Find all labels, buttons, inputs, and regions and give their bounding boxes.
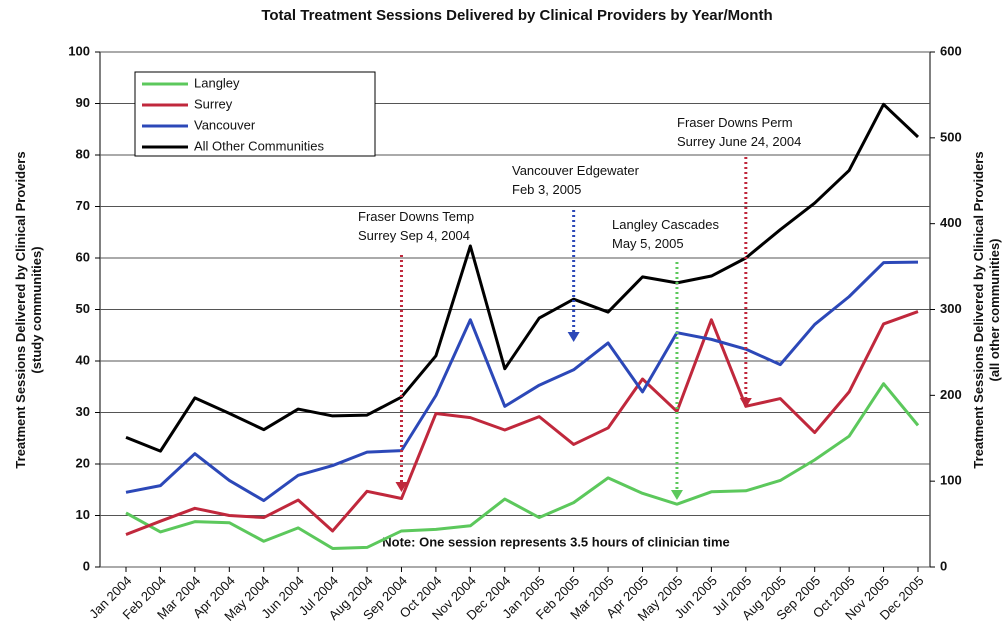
- y-tick-label: 40: [76, 352, 90, 367]
- y2-tick-label: 0: [940, 558, 947, 573]
- y-tick-label: 30: [76, 404, 90, 419]
- series-line: [125, 102, 920, 453]
- annotation-line: Surrey Sep 4, 2004: [358, 228, 470, 243]
- legend-label: Surrey: [194, 96, 233, 111]
- arrow-head: [670, 490, 683, 500]
- y-tick-label: 70: [76, 198, 90, 213]
- y-axis-label-line: (study communities): [29, 246, 44, 373]
- legend: [134, 71, 376, 157]
- y-axis-label: Treatment Sessions Delivered by Clinical…: [13, 151, 44, 468]
- y-axis-label-line: Treatment Sessions Delivered by Clinical…: [13, 151, 28, 468]
- note: Note: One session represents 3.5 hours o…: [382, 534, 730, 549]
- y-tick-label: 60: [76, 249, 90, 264]
- chart-title: Total Treatment Sessions Delivered by Cl…: [261, 7, 772, 24]
- y2-axis-label-line: Treatment Sessions Delivered by Clinical…: [971, 151, 986, 468]
- y-tick-label: 10: [76, 507, 90, 522]
- annotation-line: Surrey June 24, 2004: [677, 134, 801, 149]
- y2-tick-label: 500: [940, 129, 962, 144]
- y2-axis-label-line: (all other communities): [987, 238, 1002, 381]
- y-tick-label: 100: [68, 43, 90, 58]
- y-tick-label: 50: [76, 301, 90, 316]
- annotation: Vancouver Edgewater Feb 3, 2005: [512, 163, 640, 197]
- annotation-line: May 5, 2005: [612, 236, 684, 251]
- annotation-line: Feb 3, 2005: [512, 182, 581, 197]
- arrow-head: [739, 398, 752, 408]
- y2-axis-label: Treatment Sessions Delivered by Clinical…: [971, 151, 1002, 468]
- y-tick-label: 20: [76, 455, 90, 470]
- annotation: Fraser Downs Temp Surrey Sep 4, 2004: [358, 209, 474, 243]
- series-line: [125, 310, 919, 536]
- y2-tick-label: 600: [940, 43, 962, 58]
- annotation-line: Fraser Downs Temp: [358, 209, 474, 224]
- y-tick-label: 80: [76, 146, 90, 161]
- annotation: Fraser Downs Perm Surrey June 24, 2004: [677, 115, 801, 149]
- series-line: [125, 382, 920, 550]
- y2-tick-label: 200: [940, 387, 962, 402]
- annotation-line: Vancouver Edgewater: [512, 163, 640, 178]
- y2-tick-label: 100: [940, 473, 962, 488]
- y-tick-label: 0: [83, 558, 90, 573]
- y2-tick-label: 300: [940, 301, 962, 316]
- legend-label: All Other Communities: [194, 138, 325, 153]
- annotation: Langley Cascades May 5, 2005: [612, 217, 719, 251]
- legend-label: Langley: [194, 75, 240, 90]
- arrow-head: [567, 332, 580, 342]
- legend-label: Vancouver: [194, 117, 256, 132]
- y2-tick-label: 400: [940, 215, 962, 230]
- annotation-line: Fraser Downs Perm: [677, 115, 793, 130]
- arrow-head: [395, 482, 408, 492]
- series-line: [125, 260, 919, 503]
- annotation-line: Langley Cascades: [612, 217, 719, 232]
- y-tick-label: 90: [76, 95, 90, 110]
